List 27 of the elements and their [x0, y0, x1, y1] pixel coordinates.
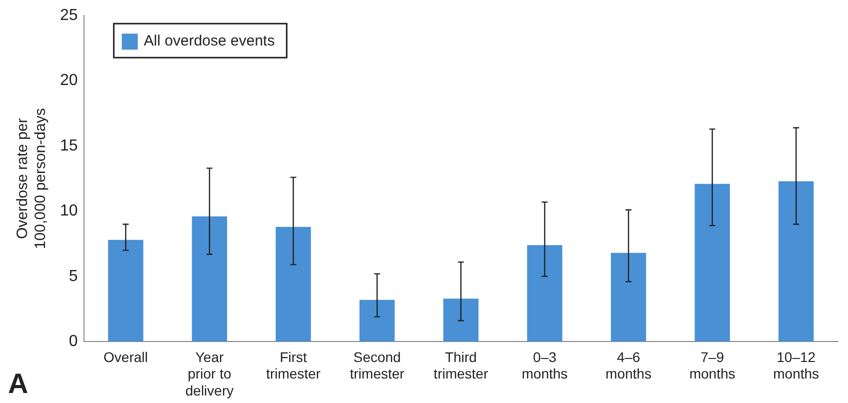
y-tick-label: 10 — [60, 202, 78, 220]
bar — [610, 252, 646, 342]
text: A — [8, 368, 28, 400]
y-tick-label: 20 — [60, 72, 78, 90]
x-tick-label: 0–3 months — [522, 348, 568, 382]
x-tick-label: Year prior to delivery — [185, 348, 234, 398]
bar — [360, 300, 395, 342]
x-tick-label: First trimester — [266, 348, 321, 382]
bar — [443, 298, 478, 342]
x-tick-label: 7–9 months — [689, 348, 736, 382]
bar — [778, 181, 814, 342]
x-tick-label: 10–12 months — [773, 348, 820, 382]
y-tick-label: 5 — [68, 268, 78, 285]
x-tick-label: 4–6 months — [606, 348, 652, 382]
y-axis-title: Overdose rate per 100,000 person-days — [14, 108, 50, 250]
legend-label: All overdose events — [144, 32, 275, 50]
x-tick-label: Overall — [104, 348, 148, 365]
bar — [527, 245, 562, 342]
bar — [192, 216, 228, 342]
y-tick-label: 15 — [60, 137, 78, 154]
x-tick-label: Second trimester — [350, 348, 405, 382]
y-tick-label: 0 — [68, 333, 78, 350]
bar — [108, 240, 144, 342]
x-tick-label: Third trimester — [434, 348, 488, 382]
bar — [694, 184, 730, 342]
bar — [276, 226, 311, 342]
y-tick-label: 25 — [60, 7, 78, 24]
